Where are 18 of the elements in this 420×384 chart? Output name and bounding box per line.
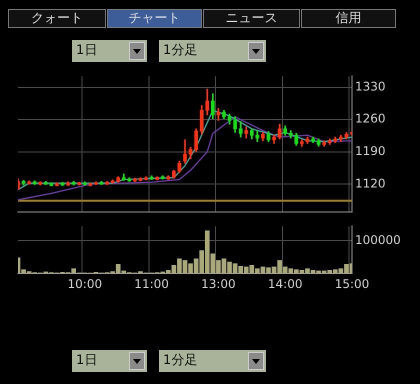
y-tick-label: 1330 bbox=[355, 79, 386, 94]
text: チャート bbox=[128, 11, 180, 26]
y-tick-label: 100000 bbox=[355, 232, 401, 247]
y-tick-label: 1120 bbox=[355, 176, 386, 190]
y-tick-label: 1190 bbox=[355, 144, 386, 158]
x-tick-label: 14:00 bbox=[268, 276, 302, 291]
x-tick-label: 13:00 bbox=[201, 276, 236, 291]
dropdown-select: 1日 bbox=[72, 350, 147, 372]
x-tick-label: 15:00 bbox=[334, 276, 370, 291]
text: 信用 bbox=[336, 11, 362, 26]
x-tick-label: 11:00 bbox=[134, 276, 169, 291]
dropdown-select: 1日 bbox=[72, 40, 147, 62]
dropdown-select: 1分足 bbox=[159, 40, 266, 62]
y-tick-label: 1260 bbox=[355, 112, 386, 126]
text: ニュース bbox=[226, 11, 278, 26]
x-tick-label: 10:00 bbox=[68, 276, 102, 291]
text: クォート bbox=[31, 11, 83, 26]
dropdown-select: 1分足 bbox=[159, 350, 266, 372]
